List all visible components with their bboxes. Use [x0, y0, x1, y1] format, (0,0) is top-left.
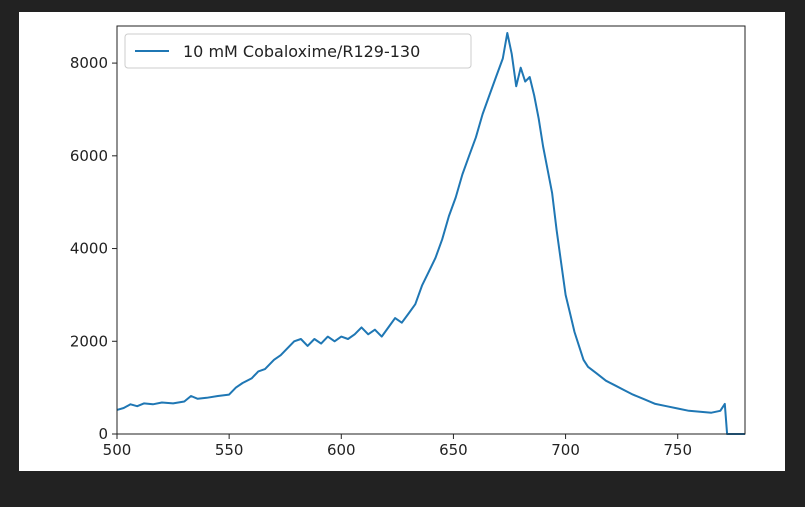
series-line-0: [116, 32, 745, 435]
x-tick-label: 750: [663, 441, 692, 459]
x-tick-label: 700: [551, 441, 580, 459]
x-axis: 500 550 600 650 700 750: [103, 434, 692, 459]
x-tick-label: 550: [215, 441, 244, 459]
x-tick-label: 650: [439, 441, 468, 459]
y-axis: 0 2000 4000 6000 8000: [70, 54, 117, 443]
line-chart: 500 550 600 650 700 750 0 2000 4000 6000 8000 10 …: [70, 25, 746, 459]
series-group: [116, 32, 745, 435]
legend: 10 mM Cobaloxime/R129-130: [124, 33, 472, 69]
y-tick-label: 2000: [70, 332, 108, 350]
y-tick-label: 4000: [70, 240, 108, 258]
legend-label: 10 mM Cobaloxime/R129-130: [183, 42, 420, 61]
x-tick-label: 600: [327, 441, 356, 459]
x-tick-label: 500: [103, 441, 132, 459]
figure-canvas: 500 550 600 650 700 750 0 2000 4000 6000 8000 10 …: [19, 12, 785, 471]
y-tick-label: 6000: [70, 147, 108, 165]
legend-box: [124, 33, 472, 69]
y-tick-label: 0: [98, 425, 108, 443]
axes-frame: [116, 25, 746, 435]
y-tick-label: 8000: [70, 54, 108, 72]
